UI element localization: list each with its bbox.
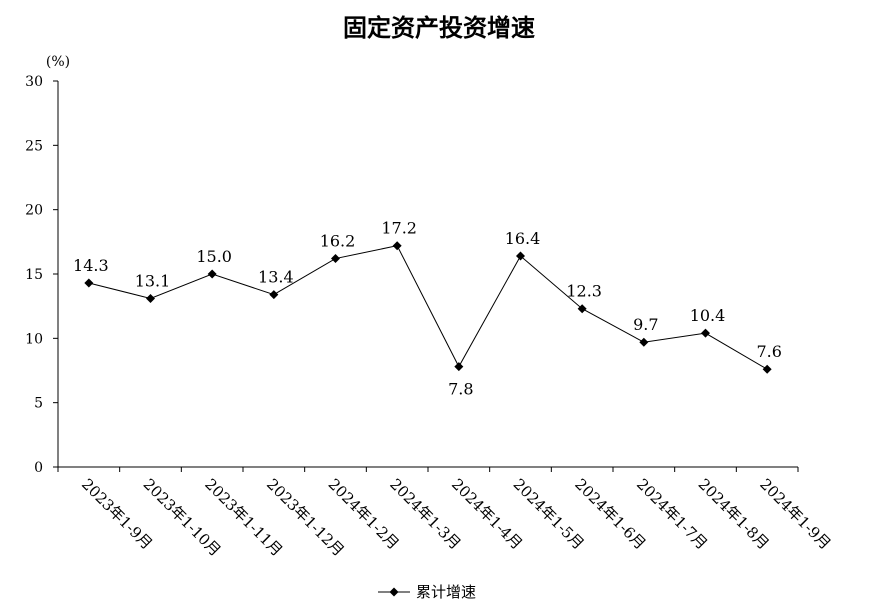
data-label: 15.0 xyxy=(196,247,232,266)
data-point[interactable] xyxy=(577,304,587,314)
y-tick-label: 20 xyxy=(25,203,43,219)
data-point[interactable] xyxy=(701,328,710,338)
y-tick-label: 10 xyxy=(25,331,43,347)
y-tick-label: 25 xyxy=(25,138,43,154)
y-tick-label: 15 xyxy=(25,267,43,283)
y-tick-label: 0 xyxy=(34,460,43,476)
data-point[interactable] xyxy=(516,251,525,261)
data-label: 12.3 xyxy=(566,282,602,301)
data-point[interactable] xyxy=(269,290,279,300)
data-label: 13.1 xyxy=(135,271,171,290)
data-point[interactable] xyxy=(146,293,155,303)
data-label: 16.4 xyxy=(505,229,541,248)
data-label: 16.2 xyxy=(320,232,356,251)
data-label: 10.4 xyxy=(690,306,726,325)
legend: 累计增速 xyxy=(378,583,476,601)
data-label: 7.6 xyxy=(756,342,781,361)
data-point[interactable] xyxy=(639,337,649,347)
data-point[interactable] xyxy=(392,241,402,251)
data-label: 13.4 xyxy=(258,268,294,287)
data-point[interactable] xyxy=(207,269,217,279)
data-label: 9.7 xyxy=(633,315,658,334)
y-unit-label: (%) xyxy=(46,54,70,70)
y-tick-label: 5 xyxy=(34,396,43,412)
y-tick-label: 30 xyxy=(25,74,43,90)
legend-marker xyxy=(389,587,399,597)
data-point[interactable] xyxy=(762,364,772,374)
data-point[interactable] xyxy=(454,362,464,372)
chart-title: 固定资产投资增速 xyxy=(343,13,535,42)
data-point[interactable] xyxy=(84,278,94,288)
series-layer: 14.3 13.1 15.0 13.4 16.2 17.2 7.8 16.4 12.3 9.7 10… xyxy=(73,219,782,399)
series-line xyxy=(88,245,768,370)
data-label: 17.2 xyxy=(381,219,417,238)
data-point[interactable] xyxy=(331,254,340,264)
legend-label: 累计增速 xyxy=(416,583,476,601)
data-label: 14.3 xyxy=(73,256,109,275)
data-label: 7.8 xyxy=(448,380,473,399)
